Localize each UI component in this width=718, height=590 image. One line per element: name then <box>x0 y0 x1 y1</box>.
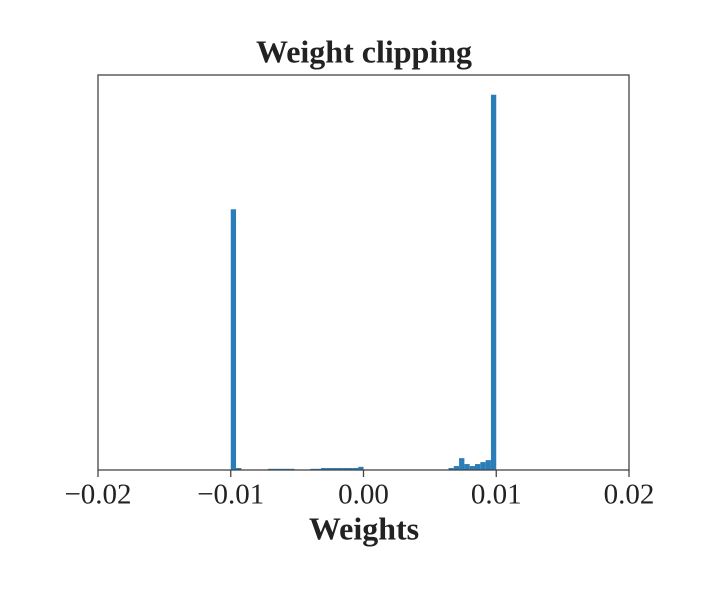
x-axis-label: Weights <box>309 510 419 546</box>
histogram-bar <box>321 468 327 470</box>
histogram-bar <box>464 464 470 470</box>
plot-frame <box>97 74 630 471</box>
histogram-bar <box>331 468 337 470</box>
histogram-bar <box>342 468 348 470</box>
histogram-bar <box>326 468 332 470</box>
histogram-bar <box>347 468 353 470</box>
x-tick-label: 0.02 <box>604 479 655 511</box>
x-tick-label: 0.01 <box>471 479 522 511</box>
histogram-bar <box>485 460 491 470</box>
histogram-bar <box>336 468 343 470</box>
histogram-bar <box>490 94 497 470</box>
x-tick-label: −0.02 <box>64 479 131 511</box>
histogram-bar <box>480 462 486 470</box>
histogram-bar <box>448 468 454 470</box>
histogram-bar <box>230 209 237 471</box>
x-tick-label: 0.00 <box>338 479 389 511</box>
histogram-bar <box>459 458 465 470</box>
histogram-bar <box>469 466 476 470</box>
histogram-bar <box>453 466 460 470</box>
histogram-bar <box>358 466 364 470</box>
histogram-bar <box>475 464 481 470</box>
histogram-bar <box>352 468 359 470</box>
x-tick-label: −0.01 <box>197 479 264 511</box>
chart-title: Weight clipping <box>256 33 472 69</box>
histogram-bar <box>236 468 242 470</box>
